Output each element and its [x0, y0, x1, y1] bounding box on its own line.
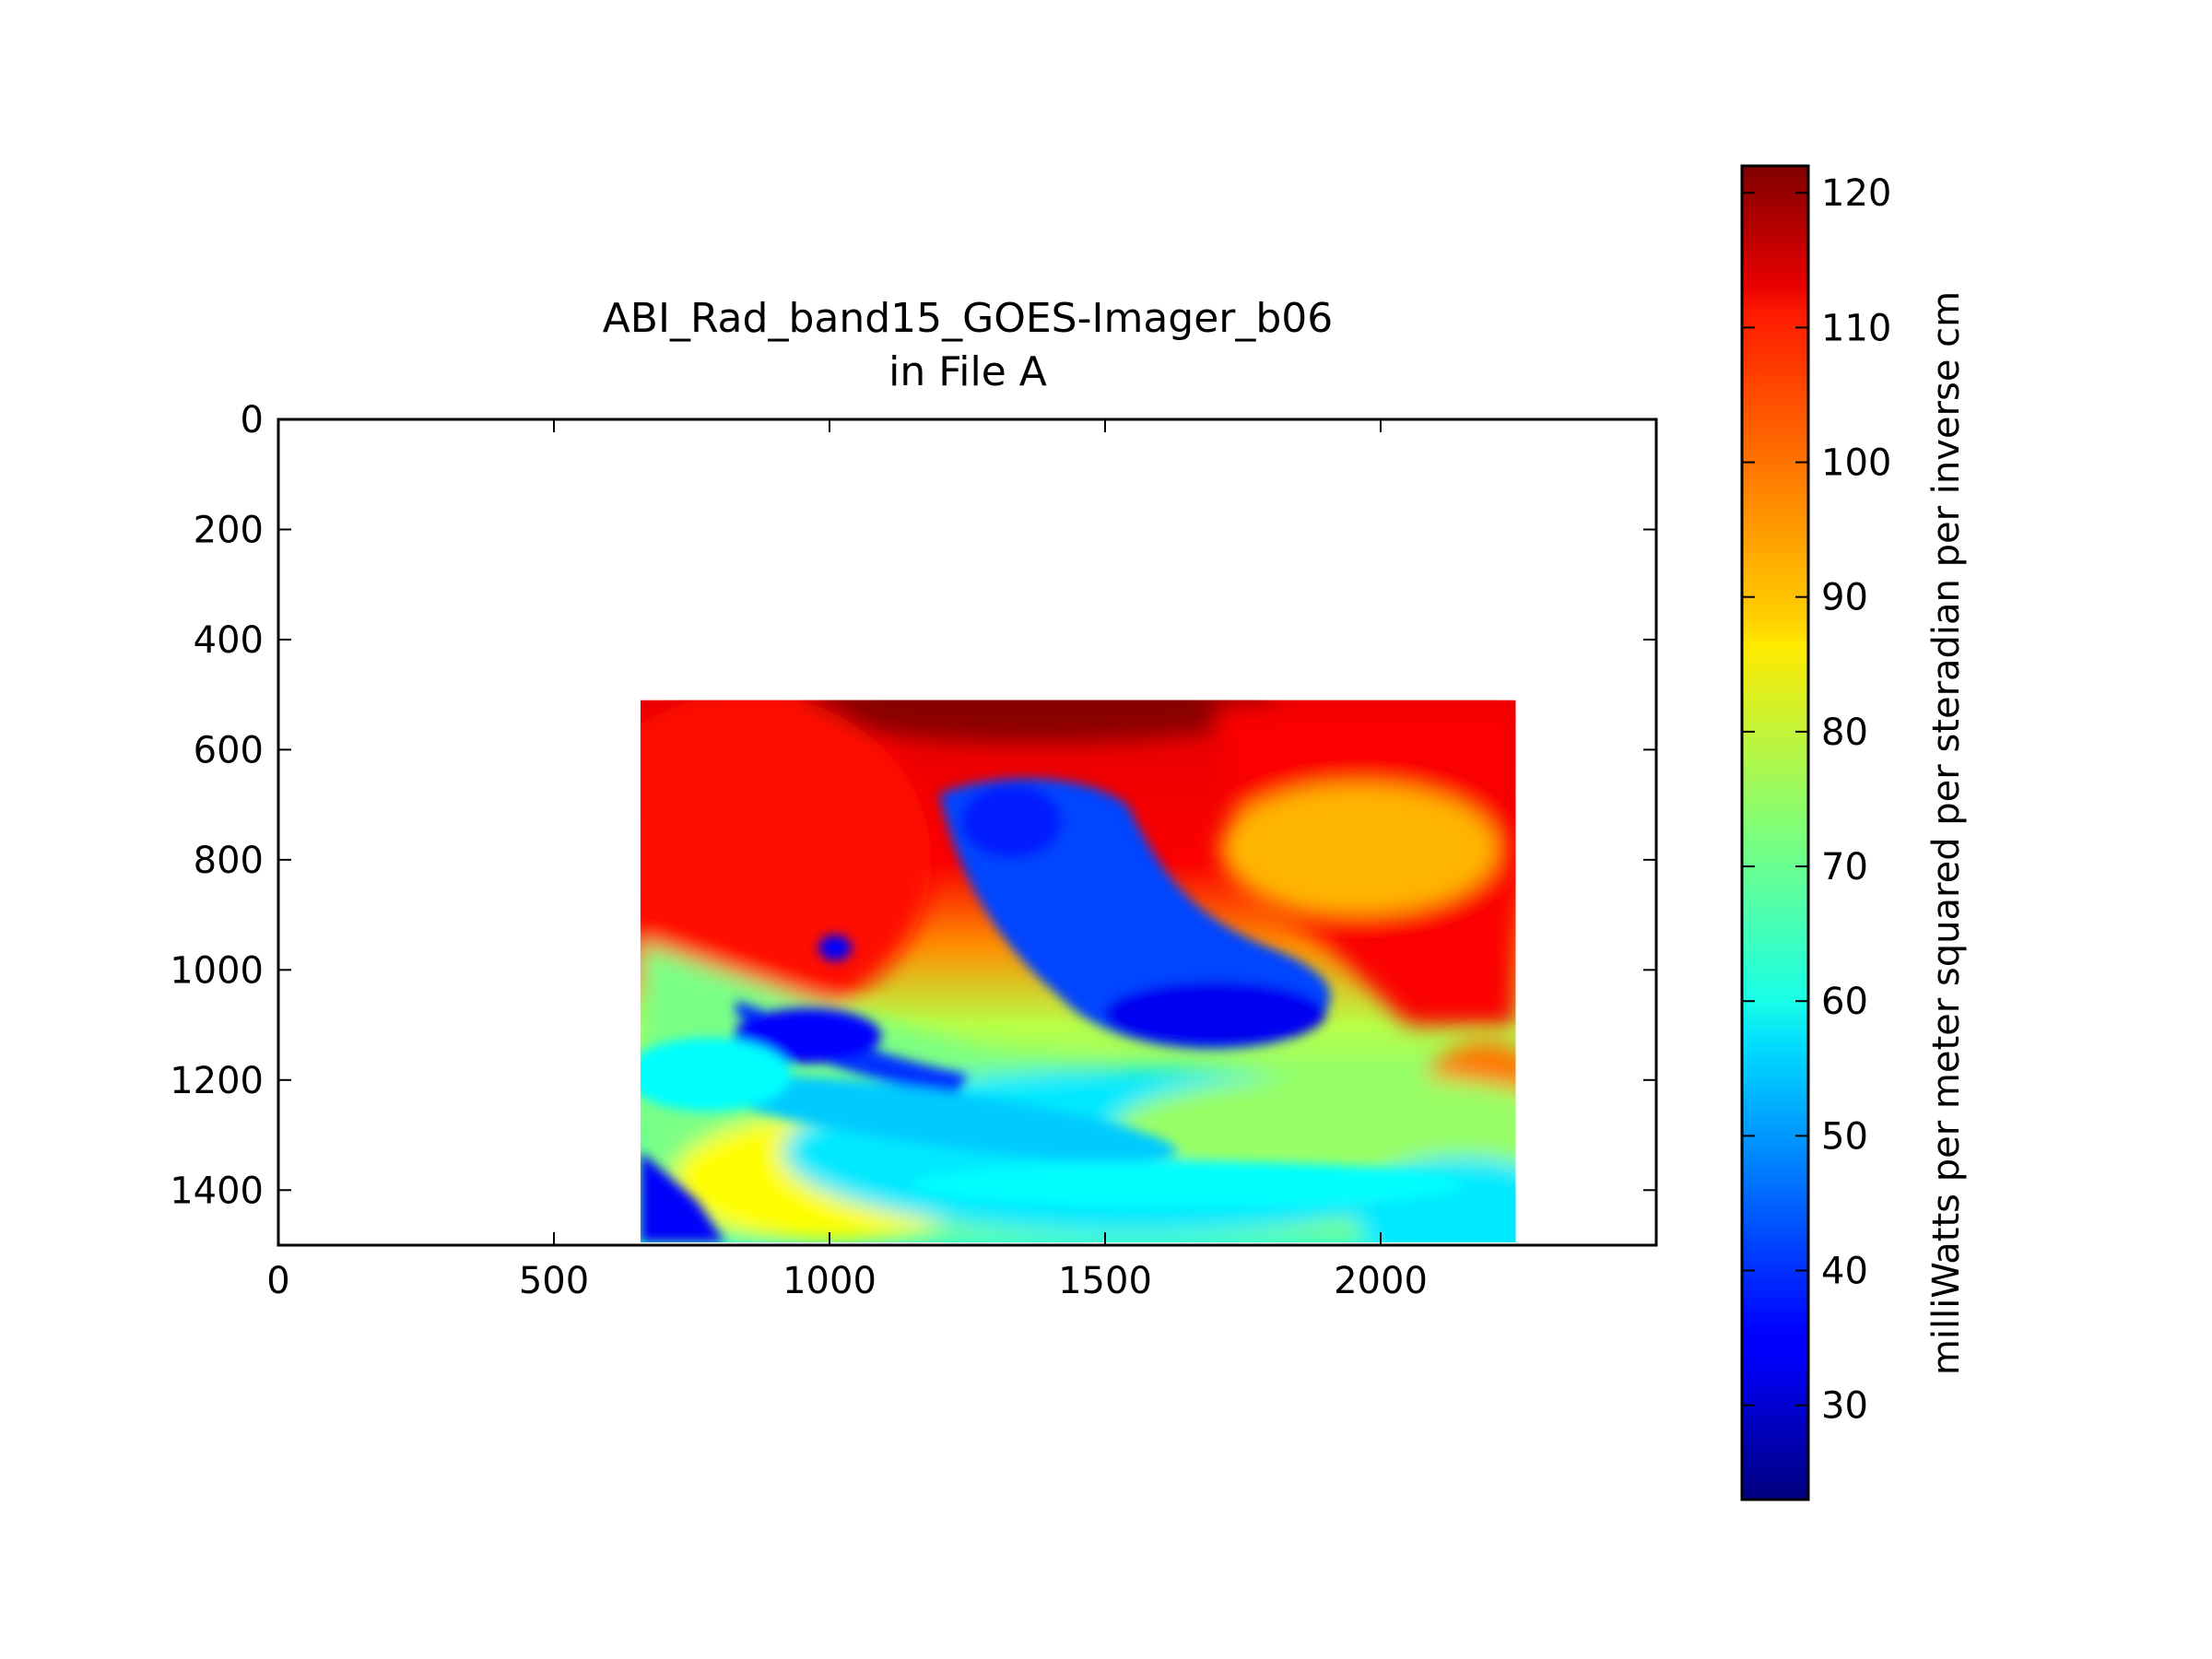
- colorbar-label: milliWatts per meter squared per steradi…: [1925, 291, 1968, 1375]
- colorbar: 30 40 50 60 70 80 90 100 110 120 milliWatts per m…: [1740, 164, 1968, 1501]
- y-tick-label: 400: [194, 619, 264, 662]
- x-tick-label: 2000: [1334, 1260, 1428, 1302]
- x-tick-label: 500: [519, 1260, 589, 1302]
- y-tick-label: 1400: [170, 1170, 264, 1212]
- heatmap-green-right: [1113, 1074, 1516, 1185]
- colorbar-tick-label: 90: [1821, 577, 1868, 619]
- y-axis: 0 200 400 600 800 1000 1200 1400: [170, 399, 1656, 1212]
- colorbar-tick-label: 30: [1821, 1385, 1868, 1428]
- y-tick-label: 800: [194, 840, 264, 882]
- colorbar-tick-label: 40: [1821, 1251, 1868, 1293]
- colorbar-tick-label: 100: [1821, 442, 1891, 485]
- plot-area: 0 500 1000 1500 2000 0 200 400 600 800 1000 1200 14…: [170, 399, 1658, 1302]
- heatmap-field-mid: [640, 778, 1465, 1242]
- y-tick-label: 1000: [170, 949, 264, 992]
- colorbar-tick-label: 60: [1821, 981, 1868, 1023]
- plot-frame: [276, 418, 1658, 1247]
- heatmap-cold-corner: [640, 1151, 725, 1242]
- heatmap-warm-left: [640, 700, 932, 1026]
- heatmap-cold-head: [960, 784, 1063, 859]
- heatmap-yellow-patch: [1220, 783, 1498, 913]
- chart-title-group: ABI_Rad_band15_GOES-Imager_b06 in File A: [603, 295, 1334, 395]
- x-tick-label: 0: [266, 1260, 289, 1302]
- y-tick-label: 1200: [170, 1060, 264, 1102]
- colorbar-gradient: [1740, 164, 1810, 1501]
- heatmap-cyan-streak-2: [911, 1161, 1465, 1208]
- colorbar-tick-label: 80: [1821, 712, 1868, 754]
- chart-subtitle: in File A: [888, 348, 1047, 395]
- heatmap-cold-core: [1104, 982, 1326, 1047]
- heatmap-cold-spot: [818, 935, 852, 961]
- colorbar-tick-label: 50: [1821, 1115, 1868, 1158]
- chart-title: ABI_Rad_band15_GOES-Imager_b06: [603, 295, 1334, 342]
- colorbar-tick-label: 70: [1821, 846, 1868, 888]
- colorbar-tick-label: 120: [1821, 172, 1891, 215]
- y-tick-label: 200: [194, 509, 264, 551]
- y-tick-label: 0: [241, 399, 264, 441]
- y-tick-label: 600: [194, 729, 264, 771]
- heatmap-cyan-streak-1: [702, 1075, 1178, 1162]
- x-axis: 0 500 1000 1500 2000: [266, 419, 1428, 1302]
- heatmap-cyan-streak-3: [640, 1037, 792, 1112]
- colorbar-ticks: 30 40 50 60 70 80 90 100 110 120: [1742, 172, 1891, 1428]
- heatmap-hot-core: [799, 700, 1279, 743]
- heatmap-image: [640, 700, 1516, 1243]
- colorbar-tick-label: 110: [1821, 307, 1891, 349]
- x-tick-label: 1500: [1058, 1260, 1152, 1302]
- heatmap-cold-band-core: [734, 1008, 882, 1065]
- x-tick-label: 1000: [782, 1260, 877, 1302]
